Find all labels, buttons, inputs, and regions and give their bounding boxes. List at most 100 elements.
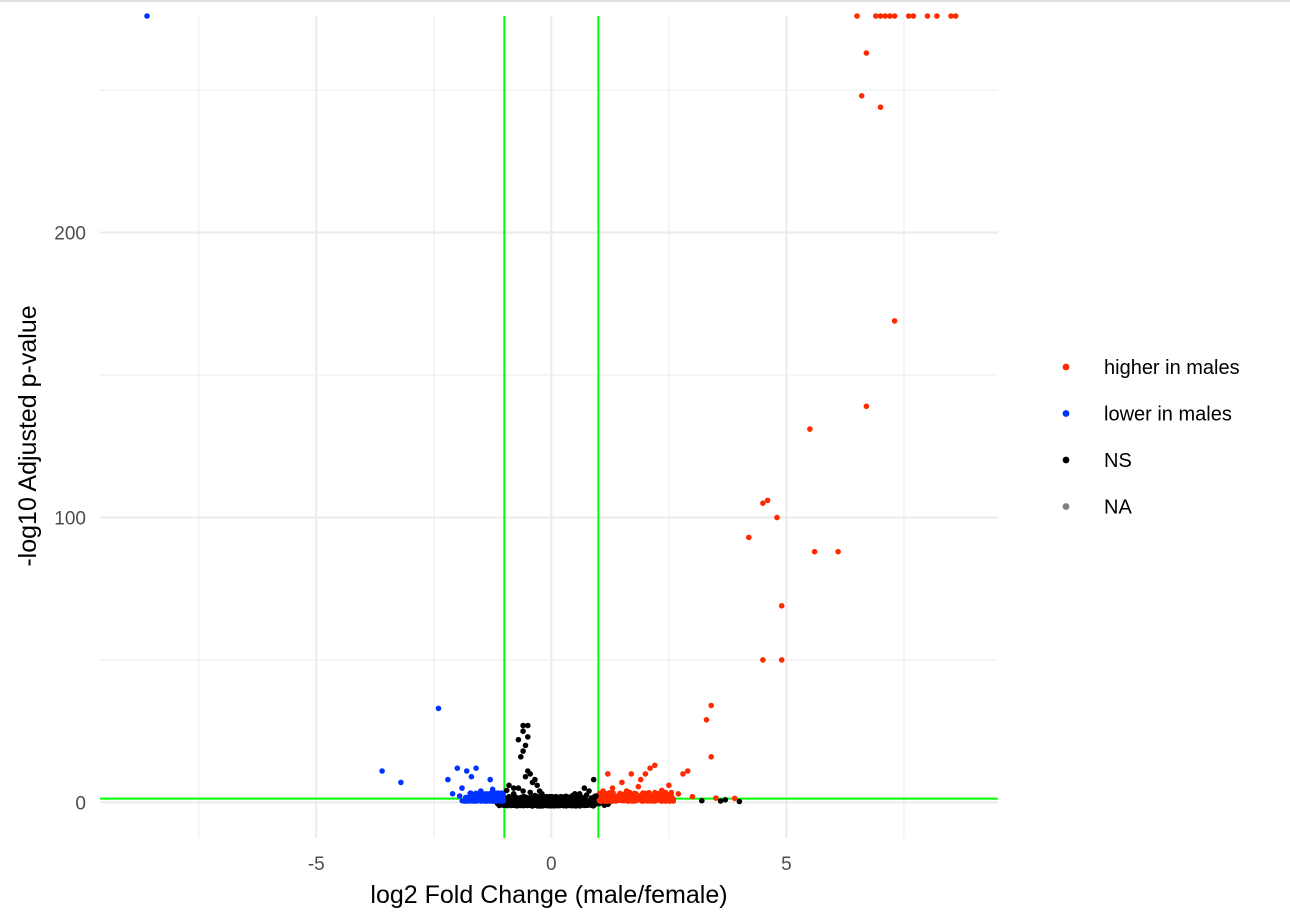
data-point-ns	[516, 785, 522, 791]
data-point-up	[704, 717, 710, 723]
data-point-up	[812, 549, 818, 555]
data-point-up	[779, 657, 785, 663]
data-point-up	[661, 794, 667, 800]
data-point-up	[864, 404, 870, 410]
data-point-up	[713, 795, 719, 801]
gridlines	[100, 16, 998, 838]
data-point-ns	[584, 792, 590, 798]
data-point-down	[379, 768, 385, 774]
legend-label: higher in males	[1104, 357, 1240, 379]
data-point-ns	[532, 803, 537, 808]
data-point-up	[953, 13, 959, 19]
data-point-down	[144, 13, 150, 19]
data-point-up	[610, 790, 616, 796]
data-point-ns	[520, 728, 526, 734]
data-point-up	[652, 763, 658, 769]
data-point-up	[892, 318, 898, 324]
data-point-up	[659, 788, 665, 794]
data-point-up	[629, 795, 635, 801]
data-point-up	[638, 777, 644, 783]
data-point-down	[455, 765, 461, 771]
data-point-ns	[525, 734, 531, 740]
data-point-up	[605, 771, 611, 777]
data-point-ns	[520, 788, 526, 794]
data-point-up	[666, 798, 671, 803]
data-point-down	[464, 795, 470, 801]
data-point-down	[457, 793, 463, 799]
legend-label: NA	[1104, 497, 1132, 519]
data-point-up	[765, 498, 771, 504]
data-point-ns	[532, 793, 538, 799]
data-point-up	[619, 780, 625, 786]
data-point-ns	[570, 793, 576, 799]
data-point-up	[638, 793, 644, 799]
y-tick-label: 100	[54, 508, 86, 529]
data-point-up	[925, 13, 931, 19]
data-point-ns	[699, 798, 705, 804]
data-point-down	[473, 765, 479, 771]
legend-item-na: NA	[1063, 497, 1133, 519]
data-point-up	[666, 793, 671, 798]
data-point-down	[473, 791, 479, 797]
legend-swatch	[1063, 457, 1070, 464]
data-point-ns	[527, 790, 533, 796]
threshold-lines	[100, 16, 998, 838]
data-point-down	[476, 796, 481, 801]
data-point-up	[892, 13, 898, 19]
data-point-up	[680, 771, 686, 777]
data-point-down	[459, 785, 465, 791]
data-point-up	[647, 790, 652, 795]
data-point-ns	[546, 798, 552, 804]
data-point-up	[647, 765, 653, 771]
data-point-ns	[530, 780, 536, 786]
data-point-down	[450, 791, 456, 797]
data-point-up	[864, 50, 870, 56]
data-point-ns	[516, 737, 522, 743]
data-point-down	[490, 787, 496, 793]
data-point-down	[464, 768, 470, 774]
data-point-ns	[523, 743, 529, 749]
data-point-up	[732, 796, 738, 802]
data-point-up	[911, 13, 917, 19]
data-point-ns	[497, 803, 502, 808]
data-point-ns	[504, 788, 510, 794]
x-tick-labels: -5 0 5	[308, 854, 792, 875]
data-point-up	[666, 783, 672, 789]
legend-item-ns: NS	[1063, 450, 1132, 472]
data-point-up	[708, 754, 714, 760]
data-point-up	[859, 93, 865, 99]
legend: higher in males lower in males NS NA	[1063, 357, 1240, 519]
data-point-up	[779, 603, 785, 609]
data-point-ns	[737, 799, 743, 805]
data-point-up	[760, 657, 766, 663]
y-tick-label: 0	[75, 793, 86, 814]
data-point-ns	[520, 748, 526, 754]
data-point-ns	[534, 783, 540, 789]
data-point-up	[690, 794, 696, 800]
y-axis-title: -log10 Adjusted p-value	[14, 305, 42, 566]
x-axis-title: log2 Fold Change (male/female)	[370, 881, 727, 909]
x-tick-label: 5	[781, 854, 792, 875]
x-tick-label: -5	[308, 854, 325, 875]
data-point-ns	[505, 802, 510, 807]
legend-label: lower in males	[1104, 404, 1232, 426]
data-point-down	[445, 777, 451, 783]
data-point-ns	[591, 777, 597, 783]
x-tick-label: 0	[546, 854, 557, 875]
data-point-ns	[539, 791, 545, 797]
data-point-ns	[516, 797, 522, 803]
data-point-down	[398, 780, 404, 786]
data-point-down	[436, 706, 442, 712]
data-point-up	[652, 794, 658, 800]
data-point-up	[685, 768, 691, 774]
data-point-up	[708, 703, 714, 709]
data-point-ns	[525, 798, 531, 804]
data-point-up	[648, 798, 653, 803]
data-point-up	[636, 784, 642, 790]
data-point-up	[746, 535, 752, 541]
data-point-up	[676, 791, 682, 797]
data-point-ns	[527, 771, 533, 777]
legend-item-down: lower in males	[1063, 404, 1232, 426]
data-point-up	[621, 793, 627, 799]
